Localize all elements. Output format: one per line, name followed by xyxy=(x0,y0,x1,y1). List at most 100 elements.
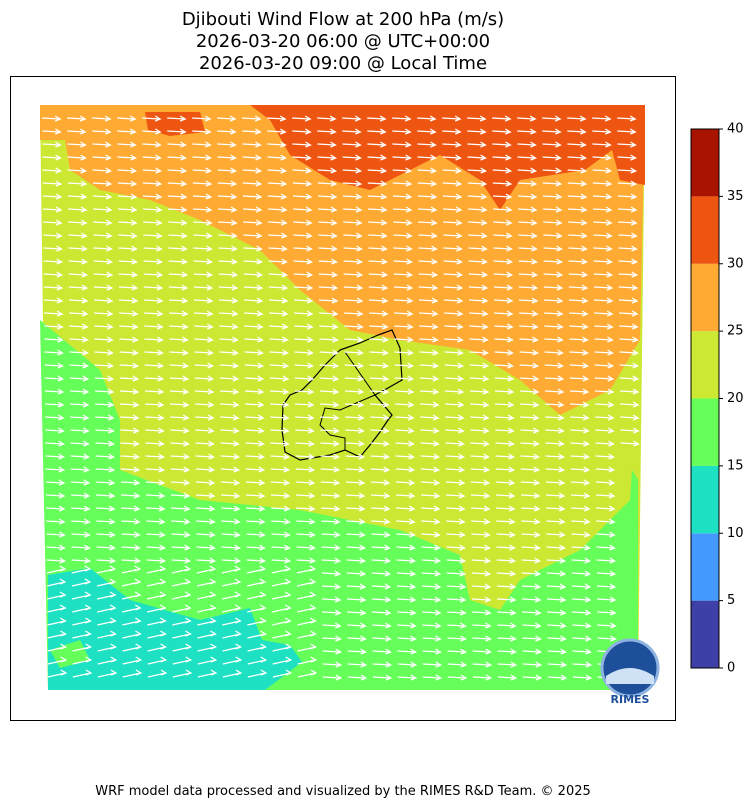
wind-arrow xyxy=(347,596,367,603)
wind-arrow xyxy=(96,591,117,600)
wind-arrow xyxy=(193,206,213,213)
wind-arrow xyxy=(345,479,366,486)
wind-arrow xyxy=(46,505,66,512)
wind-arrow xyxy=(497,609,517,616)
wind-arrow xyxy=(44,336,64,343)
wind-arrow xyxy=(419,375,440,382)
wind-arrow xyxy=(372,648,393,655)
wind-arrow xyxy=(543,297,564,304)
wind-arrow xyxy=(544,310,564,317)
wind-arrow xyxy=(142,141,162,148)
wind-arrow xyxy=(192,193,213,200)
wind-arrow xyxy=(47,617,67,626)
wind-arrow xyxy=(417,154,437,161)
wind-arrow xyxy=(144,349,164,356)
wind-arrow xyxy=(247,643,268,652)
wind-arrow xyxy=(445,453,466,460)
wind-arrow xyxy=(368,271,389,278)
wind-arrow xyxy=(594,362,615,369)
wind-arrow xyxy=(571,505,591,512)
wind-arrow xyxy=(222,643,243,652)
wind-arrow xyxy=(122,669,143,678)
wind-arrow xyxy=(397,635,417,642)
wind-arrow xyxy=(172,656,193,665)
wind-arrow xyxy=(572,648,593,655)
wind-arrow xyxy=(517,167,538,174)
wind-arrow xyxy=(192,141,212,148)
wind-arrow xyxy=(572,622,592,629)
wind-arrow xyxy=(321,544,341,551)
wind-arrow xyxy=(418,258,439,265)
wind-arrow xyxy=(320,440,340,447)
wind-arrow xyxy=(596,583,617,590)
wind-arrow xyxy=(520,414,540,421)
wind-arrow xyxy=(320,453,341,460)
wind-arrow xyxy=(321,557,342,564)
wind-arrow xyxy=(297,656,318,665)
wind-arrow xyxy=(421,531,441,538)
wind-arrow xyxy=(370,466,391,473)
wind-arrow xyxy=(170,414,190,421)
wind-arrow xyxy=(69,388,90,395)
wind-arrow xyxy=(269,336,289,343)
wind-arrow xyxy=(447,622,467,629)
wind-arrow xyxy=(393,284,414,291)
wind-arrow xyxy=(146,565,167,574)
wind-arrow xyxy=(443,284,464,291)
wind-arrow xyxy=(417,180,438,187)
wind-arrow xyxy=(222,656,243,665)
wind-arrow xyxy=(496,505,516,512)
wind-arrow xyxy=(69,336,89,343)
wind-arrow xyxy=(218,258,239,265)
wind-arrow xyxy=(417,115,437,122)
wind-arrow xyxy=(217,193,238,200)
wind-arrow xyxy=(192,115,212,122)
wind-arrow xyxy=(317,128,337,135)
wind-arrow xyxy=(193,284,214,291)
wind-arrow xyxy=(568,245,588,252)
wind-arrow xyxy=(569,362,590,369)
wind-arrow xyxy=(546,531,566,538)
wind-arrow xyxy=(397,622,417,629)
wind-arrow xyxy=(242,167,263,174)
wind-arrow xyxy=(347,648,368,655)
wind-arrow xyxy=(270,466,291,473)
wind-arrow xyxy=(471,557,492,564)
wind-arrow xyxy=(469,323,489,330)
wind-arrow xyxy=(321,570,342,577)
wind-arrow xyxy=(217,167,238,174)
wind-arrow xyxy=(571,557,592,564)
wind-arrow xyxy=(117,115,137,122)
country-border xyxy=(281,329,403,461)
wind-arrow xyxy=(319,375,340,382)
wind-arrow xyxy=(346,518,366,525)
wind-arrow xyxy=(120,453,141,460)
wind-arrow xyxy=(344,362,365,369)
footer: WRF model data processed and visualized … xyxy=(95,784,591,799)
wind-arrow xyxy=(497,596,517,603)
wind-arrow xyxy=(346,544,366,551)
wind-arrow xyxy=(320,427,340,434)
wind-arrow xyxy=(146,518,166,525)
wind-arrow xyxy=(418,206,438,213)
wind-arrow xyxy=(272,656,293,665)
wind-arrow xyxy=(68,284,89,291)
wind-arrow xyxy=(522,635,542,642)
wind-arrow xyxy=(120,479,141,486)
wind-arrow xyxy=(97,643,118,652)
wind-arrow xyxy=(118,219,138,226)
wind-arrow xyxy=(419,323,439,330)
wind-arrow xyxy=(196,557,217,564)
wind-arrow xyxy=(147,669,168,678)
wind-arrow xyxy=(122,656,143,665)
wind-arrow xyxy=(171,557,192,564)
wind-arrow xyxy=(367,193,388,200)
wind-arrow xyxy=(94,362,115,369)
wind-arrow xyxy=(494,323,514,330)
wind-arrow xyxy=(495,453,516,460)
wind-arrow xyxy=(467,154,487,161)
wind-arrow xyxy=(596,557,617,564)
wind-arrow xyxy=(495,440,515,447)
wind-arrow xyxy=(321,505,341,512)
wind-arrow xyxy=(147,656,168,665)
